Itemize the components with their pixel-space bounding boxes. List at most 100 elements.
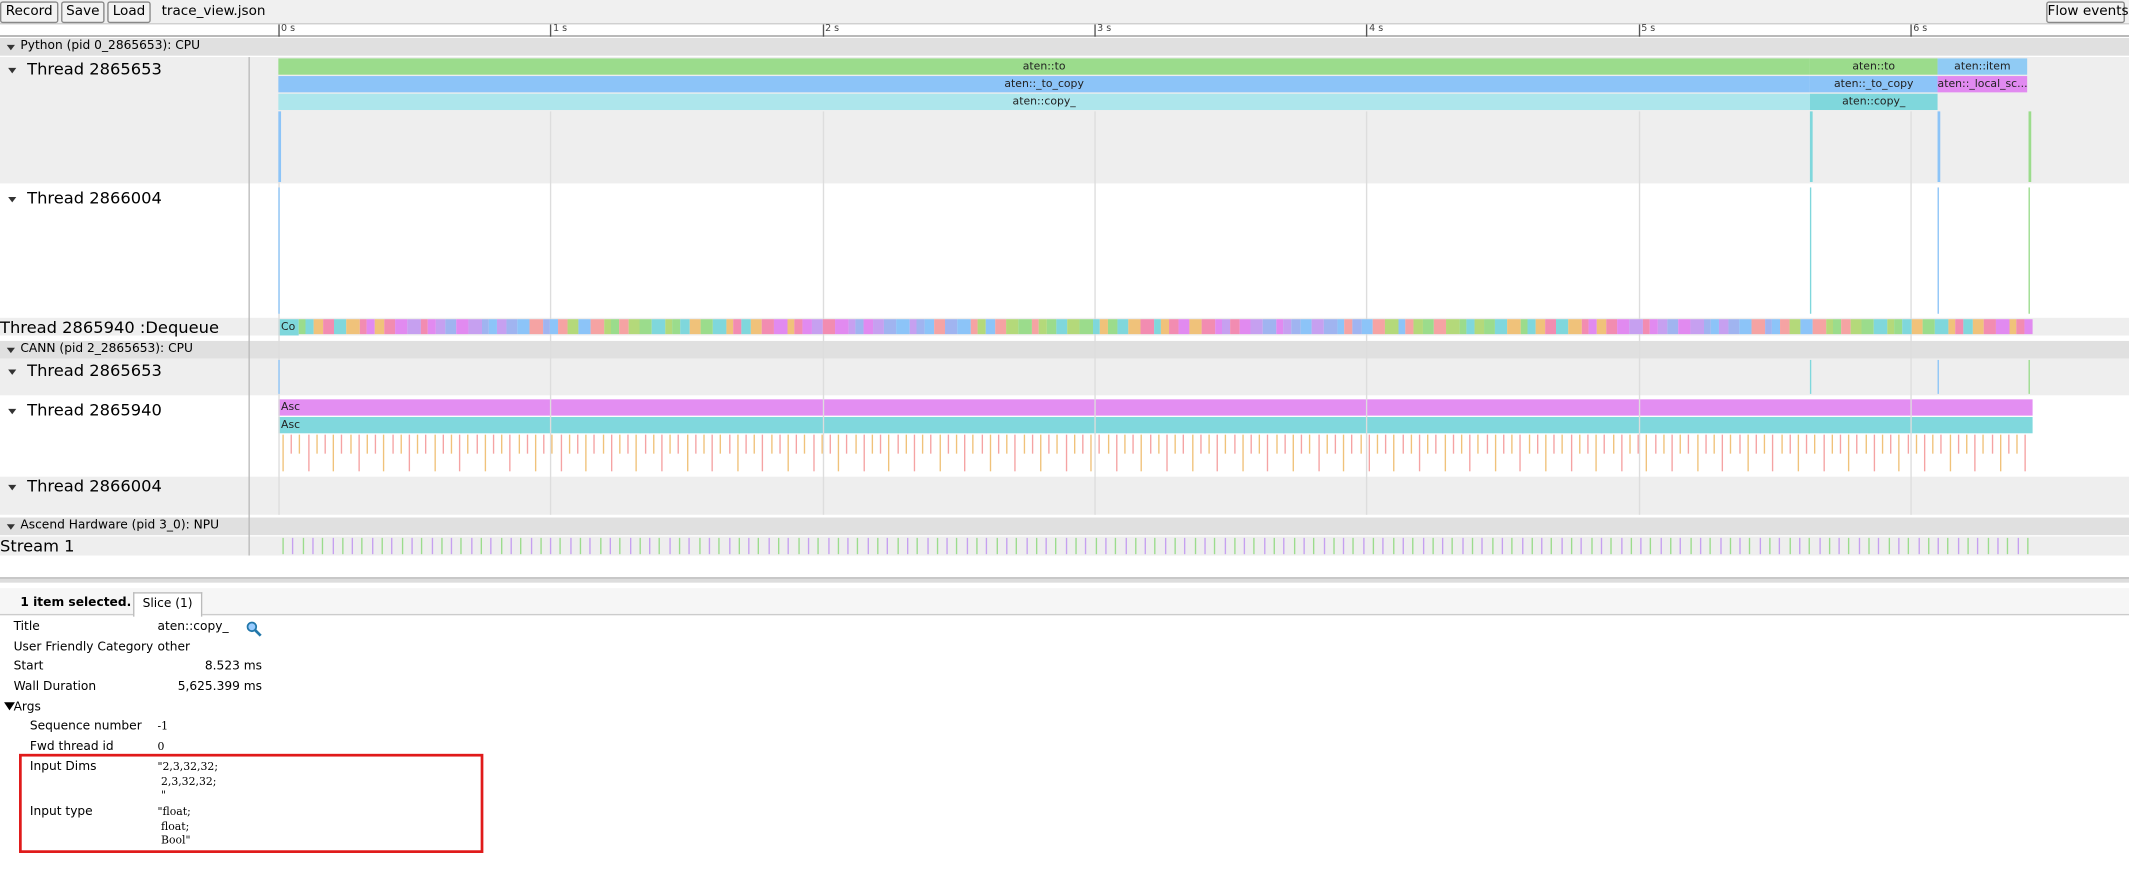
small-slice xyxy=(1046,319,1057,335)
launch-tick xyxy=(299,434,301,454)
kernel-tick xyxy=(1134,537,1137,555)
launch-tick xyxy=(1376,434,1379,454)
kernel-tick xyxy=(1808,537,1811,555)
small-slice xyxy=(1169,319,1179,335)
kernel-tick xyxy=(1352,537,1355,555)
launch-tick xyxy=(1696,434,1699,472)
kernel-tick xyxy=(877,537,879,555)
slice[interactable]: aten::_local_sc... xyxy=(1937,76,2028,93)
launch-tick xyxy=(1056,434,1059,454)
process-header: CANN (pid 2_2865653): CPU xyxy=(0,340,2129,359)
small-slice xyxy=(924,319,935,335)
launch-tick xyxy=(1258,434,1261,454)
slice[interactable]: aten::_to_copy xyxy=(1809,76,1938,93)
launch-tick xyxy=(939,434,941,472)
ruler-label: 3 s xyxy=(1097,23,1112,34)
launch-tick xyxy=(661,434,663,472)
flow-events-button[interactable]: Flow events xyxy=(2046,1,2129,24)
launch-tick xyxy=(1713,434,1715,454)
small-slice xyxy=(1128,319,1141,335)
kernel-tick xyxy=(738,537,740,555)
launch-tick xyxy=(1460,434,1463,454)
launch-tick xyxy=(812,434,815,472)
marker xyxy=(278,359,280,394)
slice[interactable]: aten::item xyxy=(1937,58,2028,75)
launch-tick xyxy=(1856,434,1858,454)
splitter[interactable] xyxy=(0,577,2129,583)
kernel-tick xyxy=(1362,537,1365,555)
search-icon[interactable] xyxy=(246,621,262,637)
small-slice xyxy=(549,319,559,335)
kernel-tick xyxy=(391,537,393,555)
slice[interactable]: Asc xyxy=(278,416,2033,434)
launch-tick xyxy=(1881,434,1884,454)
slice[interactable]: aten::_to_copy xyxy=(278,76,1810,93)
kernel-tick xyxy=(1392,537,1394,555)
slice[interactable]: aten::to xyxy=(1809,58,1938,75)
thread-label: Thread 2865653 xyxy=(27,361,162,381)
kernel-tick xyxy=(1749,537,1751,555)
kernel-tick xyxy=(787,537,790,555)
launch-tick xyxy=(1242,434,1244,472)
launch-tick xyxy=(585,434,587,472)
kernel-tick xyxy=(1491,537,1494,555)
highlight-box xyxy=(19,753,484,853)
launch-tick xyxy=(711,434,714,472)
kernel-tick xyxy=(837,537,839,555)
launch-tick xyxy=(1519,434,1522,472)
small-slice xyxy=(977,319,986,335)
kernel-tick xyxy=(1987,537,1989,555)
launch-tick xyxy=(1587,434,1589,454)
kernel-tick xyxy=(1075,537,1077,555)
detail-value: 8.523 ms xyxy=(204,660,263,674)
launch-tick xyxy=(989,434,991,472)
launch-tick xyxy=(1494,434,1496,472)
ruler-tick xyxy=(278,24,280,37)
launch-tick xyxy=(1814,434,1816,454)
kernel-tick xyxy=(1035,537,1038,555)
kernel-tick xyxy=(1263,537,1266,555)
launch-tick xyxy=(1216,434,1219,472)
launch-tick xyxy=(1208,434,1210,454)
kernel-tick xyxy=(441,537,443,555)
record-button[interactable]: Record xyxy=(0,1,59,24)
kernel-tick xyxy=(1739,537,1741,555)
small-slice xyxy=(1337,319,1345,335)
launch-tick xyxy=(736,434,739,472)
slice[interactable]: aten::copy_ xyxy=(278,93,1810,111)
kernel-tick xyxy=(381,537,383,555)
kernel-tick xyxy=(1898,537,1900,555)
load-button[interactable]: Load xyxy=(107,1,151,24)
small-slice xyxy=(1667,319,1679,335)
slice[interactable]: aten::copy_ xyxy=(1809,93,1938,111)
launch-tick xyxy=(1343,434,1345,472)
small-slice xyxy=(1140,319,1155,335)
ruler-tick xyxy=(1094,24,1096,37)
small-slice xyxy=(1262,319,1277,335)
arg-key: Sequence number xyxy=(29,719,142,734)
kernel-tick xyxy=(1194,537,1196,555)
launch-tick xyxy=(1536,434,1539,454)
thread-track xyxy=(0,476,2129,515)
kernel-tick xyxy=(1967,537,1969,555)
launch-tick xyxy=(459,434,461,472)
kernel-tick xyxy=(1789,537,1791,555)
slice[interactable]: aten::to xyxy=(278,58,1810,75)
detail-key: Title xyxy=(13,620,40,635)
kernel-tick xyxy=(1977,537,1979,555)
slice[interactable]: Co xyxy=(278,319,299,336)
kernel-tick xyxy=(807,537,810,555)
launch-tick xyxy=(1284,434,1286,454)
ruler-label: 2 s xyxy=(825,23,840,34)
launch-tick xyxy=(1225,434,1227,454)
launch-tick xyxy=(804,434,806,454)
slice-tab[interactable]: Slice (1) xyxy=(133,592,203,617)
launch-tick xyxy=(2016,434,2018,454)
small-slice xyxy=(794,319,803,335)
slice[interactable]: Asc xyxy=(278,399,2033,416)
args-toggle[interactable] xyxy=(4,702,15,711)
small-slice xyxy=(1606,319,1618,335)
small-slice xyxy=(1887,319,1895,335)
save-button[interactable]: Save xyxy=(61,1,105,24)
small-slice xyxy=(1642,319,1650,335)
